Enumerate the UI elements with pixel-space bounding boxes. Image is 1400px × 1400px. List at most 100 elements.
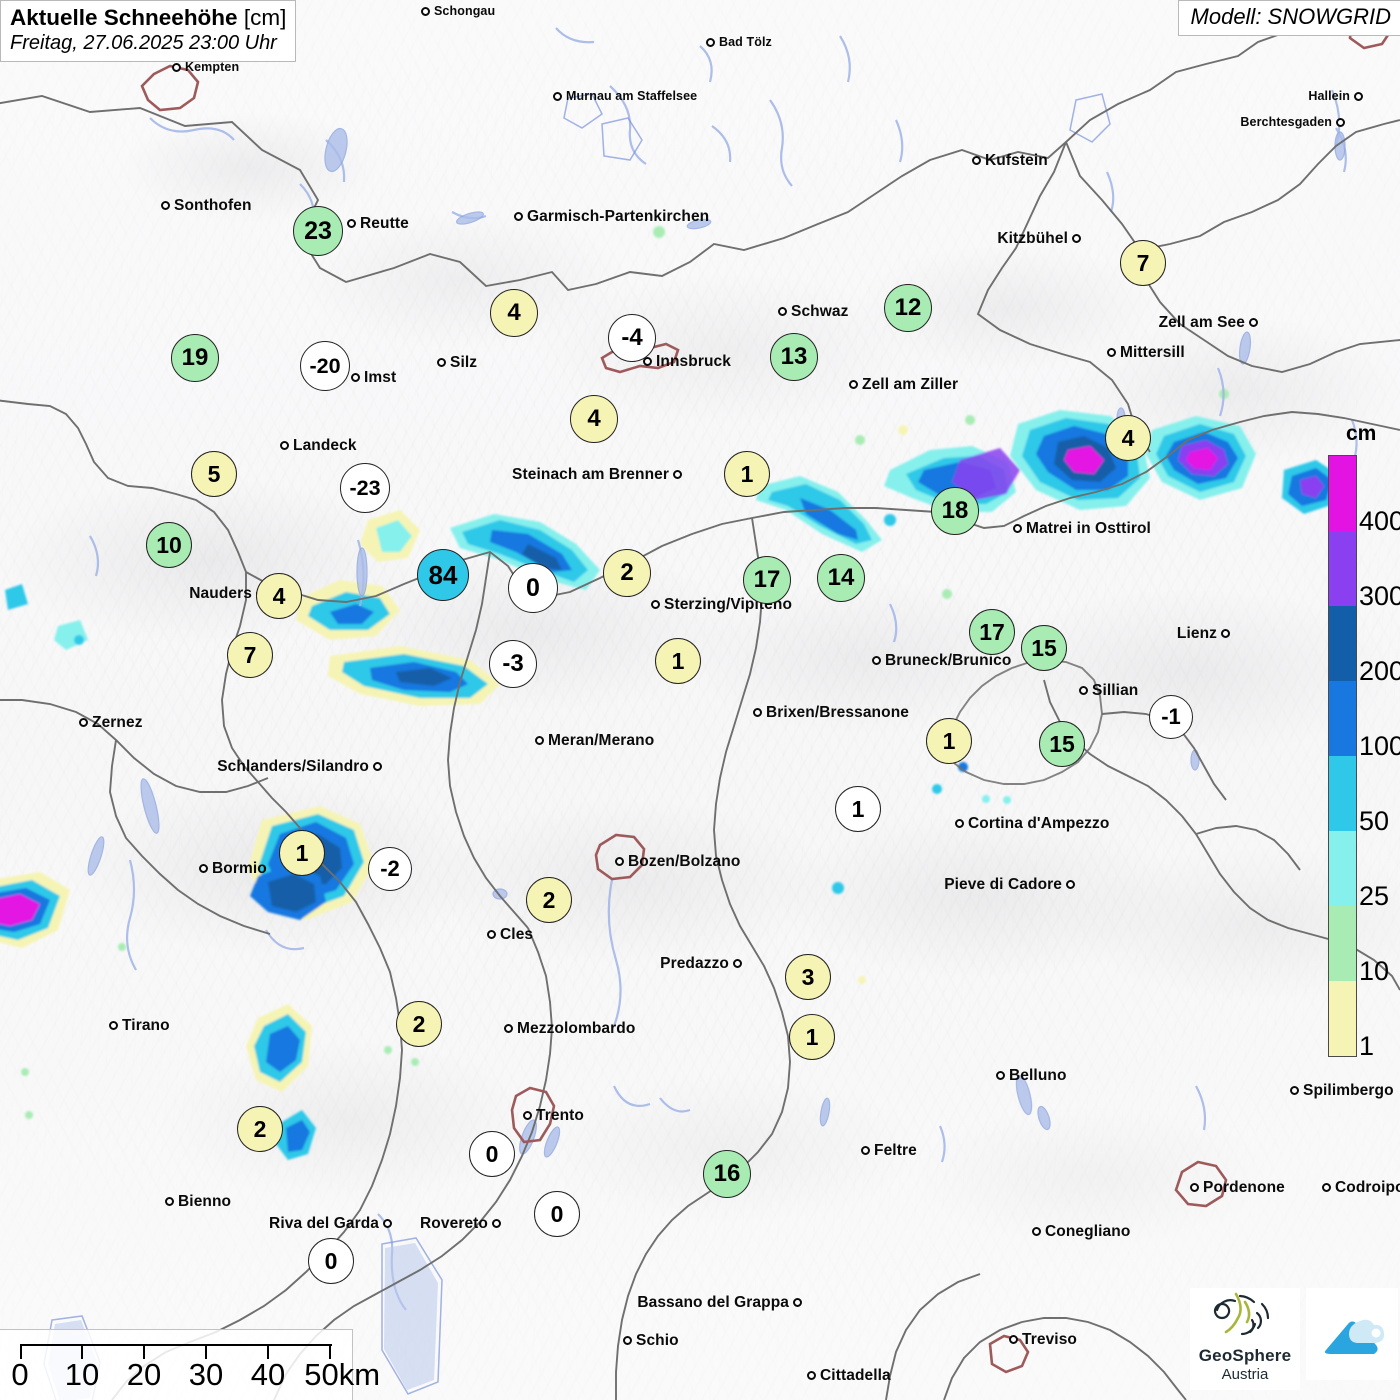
city-label: Schwaz <box>778 304 848 320</box>
city-name: Cortina d'Ampezzo <box>968 815 1110 833</box>
station-value-marker[interactable]: 17 <box>969 609 1015 655</box>
legend-tick: 1 <box>1359 1031 1375 1061</box>
station-value-marker[interactable]: 15 <box>1039 721 1085 767</box>
station-value-marker[interactable]: 1 <box>926 718 972 764</box>
station-value-marker[interactable]: 14 <box>817 554 865 602</box>
station-value: 2 <box>253 1115 267 1142</box>
city-label: Pieve di Cadore <box>944 877 1075 893</box>
city-marker-icon <box>523 1111 532 1121</box>
station-value: 1 <box>805 1023 819 1050</box>
station-value-marker[interactable]: 1 <box>789 1014 835 1060</box>
city-label: Spilimbergo <box>1290 1083 1394 1099</box>
city-name: Bruneck/Brunico <box>885 652 1012 670</box>
station-value-marker[interactable]: 0 <box>308 1238 354 1284</box>
station-value: 2 <box>412 1010 426 1037</box>
city-marker-icon <box>280 441 289 451</box>
station-value-marker[interactable]: 16 <box>703 1150 751 1198</box>
station-value-marker[interactable]: 7 <box>227 632 273 678</box>
geosphere-sub: Austria <box>1221 1366 1269 1383</box>
station-value-marker[interactable]: 1 <box>655 638 701 684</box>
station-value-marker[interactable]: 4 <box>256 573 302 619</box>
city-name: Matrei in Osttirol <box>1026 520 1151 538</box>
city-label: Zernez <box>79 715 143 731</box>
city-name: Riva del Garda <box>269 1215 379 1233</box>
city-marker-icon <box>872 656 881 666</box>
city-label: Pordenone <box>1190 1180 1285 1196</box>
legend-tick: 25 <box>1359 881 1390 911</box>
city-marker-icon <box>623 1336 632 1346</box>
station-value-marker[interactable]: 7 <box>1120 240 1166 286</box>
city-name: Schlanders/Silandro <box>217 758 369 776</box>
city-label: Landeck <box>280 438 357 454</box>
station-value-marker[interactable]: 3 <box>785 954 831 1000</box>
city-name: Reutte <box>360 215 409 233</box>
station-value-marker[interactable]: -3 <box>489 640 537 688</box>
station-value: 3 <box>801 963 815 990</box>
station-value-marker[interactable]: 23 <box>293 206 343 256</box>
station-value-marker[interactable]: 2 <box>237 1106 283 1152</box>
city-label: Codroipo <box>1322 1180 1400 1196</box>
city-label: Brixen/Bressanone <box>753 705 909 721</box>
city-name: Rovereto <box>420 1215 488 1233</box>
city-name: Cles <box>500 926 534 944</box>
city-label: Sillian <box>1079 683 1138 699</box>
station-value: -3 <box>502 650 524 677</box>
station-value-marker[interactable]: 1 <box>279 830 325 876</box>
city-name: Mezzolombardo <box>517 1020 636 1038</box>
station-value-marker[interactable]: 19 <box>171 334 219 382</box>
station-value-marker[interactable]: -1 <box>1149 695 1193 739</box>
legend-tick: 200 <box>1359 656 1400 686</box>
city-name: Bad Tölz <box>719 35 772 50</box>
city-marker-icon <box>347 219 356 229</box>
city-name: Nauders <box>189 585 252 603</box>
station-value-marker[interactable]: 13 <box>770 333 818 381</box>
station-value-marker[interactable]: 2 <box>526 877 572 923</box>
station-value-marker[interactable]: 4 <box>570 395 618 443</box>
city-label: Bruneck/Brunico <box>872 653 1011 669</box>
station-value-marker[interactable]: 0 <box>469 1131 515 1177</box>
city-label: Riva del Garda <box>269 1216 392 1232</box>
station-value-marker[interactable]: 0 <box>508 563 558 613</box>
city-name: Kitzbühel <box>997 230 1068 248</box>
city-label: Tirano <box>109 1018 170 1034</box>
station-value-marker[interactable]: 1 <box>724 451 770 497</box>
city-marker-icon <box>778 307 787 317</box>
station-value-marker[interactable]: 10 <box>146 522 192 568</box>
station-value-marker[interactable]: 84 <box>417 549 469 601</box>
station-value-marker[interactable]: -2 <box>368 847 412 891</box>
station-value-marker[interactable]: 4 <box>1105 415 1151 461</box>
station-value-marker[interactable]: 2 <box>603 549 651 597</box>
station-value-marker[interactable]: 15 <box>1021 625 1067 671</box>
city-label: Meran/Merano <box>535 733 654 749</box>
city-name: Spilimbergo <box>1303 1082 1394 1100</box>
station-value-marker[interactable]: 1 <box>835 786 881 832</box>
city-marker-icon <box>996 1071 1005 1081</box>
station-value: 84 <box>428 559 458 590</box>
station-value-marker[interactable]: 18 <box>931 487 979 535</box>
city-name: Bienno <box>178 1193 232 1211</box>
city-label: Bassano del Grappa <box>637 1295 802 1311</box>
city-marker-icon <box>492 1219 501 1229</box>
city-label: Innsbruck <box>643 354 731 370</box>
station-value-marker[interactable]: 2 <box>396 1001 442 1047</box>
station-value-marker[interactable]: 17 <box>743 556 791 604</box>
city-marker-icon <box>1072 234 1081 244</box>
station-value-marker[interactable]: 5 <box>191 451 237 497</box>
city-label: Bormio <box>199 861 267 877</box>
title-unit-text: [cm] <box>243 5 287 30</box>
station-value-marker[interactable]: 0 <box>534 1191 580 1237</box>
city-label: Imst <box>351 370 396 386</box>
station-value-marker[interactable]: 12 <box>884 284 932 332</box>
station-value-marker[interactable]: -23 <box>340 463 390 513</box>
station-value-marker[interactable]: -20 <box>300 341 350 391</box>
city-label: Mezzolombardo <box>504 1021 635 1037</box>
scale-tick: 30 <box>188 1357 224 1392</box>
station-value: 4 <box>272 582 286 609</box>
station-value: -1 <box>1161 704 1181 729</box>
station-value-marker[interactable]: -4 <box>608 314 656 362</box>
city-marker-icon <box>1013 524 1022 534</box>
city-marker-icon <box>807 1371 816 1381</box>
city-name: Belluno <box>1009 1067 1067 1085</box>
city-label: Bad Tölz <box>706 36 772 49</box>
station-value-marker[interactable]: 4 <box>490 289 538 337</box>
